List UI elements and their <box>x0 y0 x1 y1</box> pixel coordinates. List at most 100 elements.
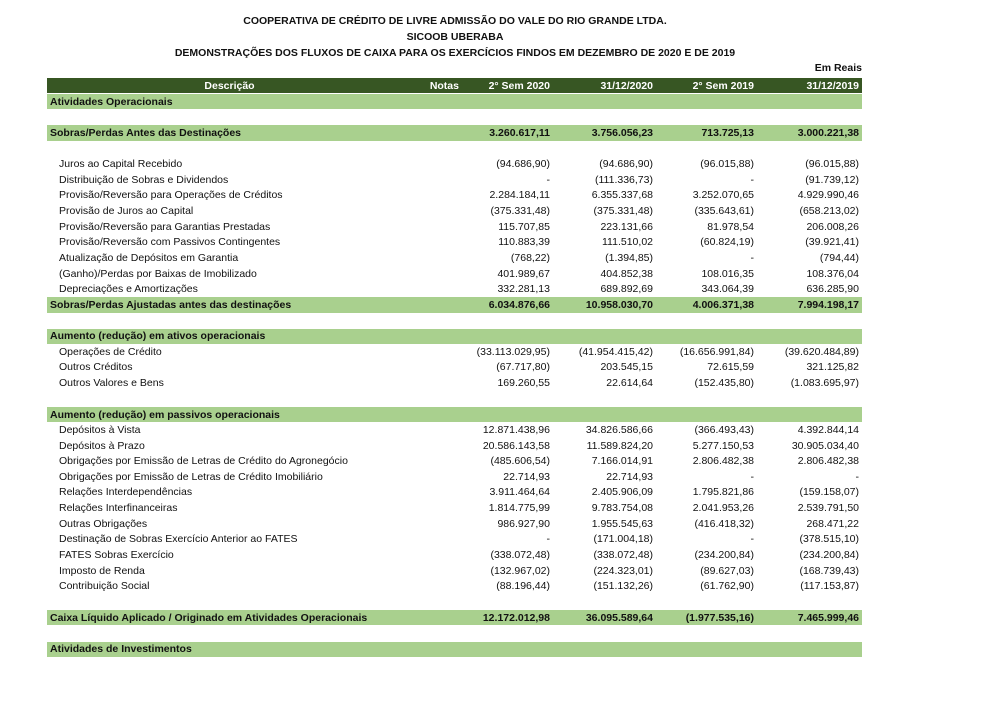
row-value: 11.589.824,20 <box>586 439 653 452</box>
row-value: (485.606,54) <box>490 455 550 468</box>
row-notes <box>412 327 462 344</box>
row-value: 206.008,26 <box>806 220 859 233</box>
row-notes <box>412 485 462 501</box>
row-value: 20.586.143,58 <box>482 439 550 452</box>
row-value <box>757 640 862 657</box>
table-row: Depósitos à Vista 12.871.438,96 34.826.586… <box>47 422 862 438</box>
row-value: (152.435,80) <box>694 376 754 389</box>
row-value <box>757 313 862 329</box>
row-value: 115.707,85 <box>498 220 550 233</box>
table-row: Obrigações por Emissão de Letras de Créd… <box>47 453 862 469</box>
table-row: Relações Interdependências 3.911.464,64 2.… <box>47 485 862 501</box>
row-label: (Ganho)/Perdas por Baixas de Imobilizado <box>59 267 257 280</box>
row-value <box>553 405 656 423</box>
row-value: 986.927,90 <box>497 517 550 530</box>
row-label: Destinação de Sobras Exercício Anterior … <box>59 533 298 546</box>
row-value: (375.331,48) <box>490 204 550 217</box>
row-value: (96.015,88) <box>700 158 754 171</box>
row-value: 7.465.999,46 <box>757 609 862 626</box>
row-notes <box>412 109 462 125</box>
row-value <box>462 327 553 344</box>
currency-unit: Em Reais <box>814 62 862 74</box>
row-notes <box>412 296 462 313</box>
row-label: Provisão/Reversão para Operações de Créd… <box>59 189 283 202</box>
row-value: (16.656.991,84) <box>679 345 754 358</box>
row-notes <box>412 532 462 548</box>
row-value: - <box>750 533 755 546</box>
row-label: Sobras/Perdas Ajustadas antes das destin… <box>47 296 412 313</box>
row-label: Outras Obrigações <box>59 517 148 530</box>
spacer-row <box>47 594 862 610</box>
row-value: - <box>750 470 755 483</box>
row-label: Provisão/Reversão para Garantias Prestad… <box>59 220 271 233</box>
row-notes <box>412 453 462 469</box>
spacer-row <box>47 313 862 329</box>
row-value <box>553 391 656 407</box>
row-value <box>757 93 862 110</box>
row-value <box>462 141 553 157</box>
row-value: (159.158,07) <box>799 486 859 499</box>
row-value: 2.806.482,38 <box>797 455 859 468</box>
row-value: - <box>750 173 755 186</box>
row-value: (94.686,90) <box>496 158 550 171</box>
row-value: (91.739,12) <box>805 173 859 186</box>
row-value: (96.015,88) <box>805 158 859 171</box>
row-label <box>47 594 412 610</box>
table-row: Depósitos à Prazo 20.586.143,58 11.589.824… <box>47 438 862 454</box>
row-notes <box>412 360 462 376</box>
row-label: Operações de Crédito <box>59 345 162 358</box>
row-notes <box>412 234 462 250</box>
row-value: (33.113.029,95) <box>476 345 550 358</box>
row-value: (117.153,87) <box>800 580 859 593</box>
row-value <box>553 327 656 344</box>
row-value <box>757 327 862 344</box>
col-2sem-2019: 2° Sem 2019 <box>656 78 757 94</box>
row-label: Provisão/Reversão com Passivos Contingen… <box>59 236 281 249</box>
row-value: 169.260,55 <box>497 376 550 389</box>
branch-name: SICOOB UBERABA <box>406 31 504 43</box>
row-label: Caixa Líquido Aplicado / Originado em At… <box>47 609 412 626</box>
section-row: Aumento (redução) em ativos operacionais <box>47 327 862 344</box>
row-label: Distribuição de Sobras e Dividendos <box>59 173 229 186</box>
row-label: Relações Interdependências <box>59 486 193 499</box>
row-value <box>656 405 757 423</box>
statement-title: DEMONSTRAÇÕES DOS FLUXOS DE CAIXA PARA O… <box>174 47 736 59</box>
row-value: 12.172.012,98 <box>462 609 553 626</box>
row-value <box>462 313 553 329</box>
total-row: Caixa Líquido Aplicado / Originado em At… <box>47 609 862 626</box>
table-row: Juros ao Capital Recebido (94.686,90) (94.… <box>47 156 862 172</box>
row-value: 332.281,13 <box>497 283 550 296</box>
row-value: 4.006.371,38 <box>656 296 757 313</box>
col-31-12-2019: 31/12/2019 <box>757 78 862 94</box>
row-value: (1.977.535,16) <box>656 609 757 626</box>
row-value: - <box>855 470 860 483</box>
row-value <box>757 625 862 641</box>
row-notes <box>412 375 462 391</box>
row-value: 72.615,59 <box>707 361 754 374</box>
row-value <box>656 313 757 329</box>
row-value <box>553 109 656 125</box>
row-value <box>462 391 553 407</box>
table-row: Outros Valores e Bens 169.260,55 22.614,64… <box>47 375 862 391</box>
row-value: 2.284.184,11 <box>489 189 550 202</box>
table-row: Outras Obrigações 986.927,90 1.955.545,63 (… <box>47 516 862 532</box>
row-value: 4.392.844,14 <box>797 423 859 436</box>
row-notes <box>412 625 462 641</box>
row-value <box>462 594 553 610</box>
row-value: 12.871.438,96 <box>482 423 550 436</box>
row-value: 6.034.876,66 <box>462 296 553 313</box>
section-row: Atividades Operacionais <box>47 93 862 110</box>
row-value: 7.166.014,91 <box>591 455 653 468</box>
row-value: 9.783.754,08 <box>591 502 653 515</box>
row-value <box>462 625 553 641</box>
row-value: (41.954.415,42) <box>578 345 653 358</box>
row-value: 2.806.482,38 <box>692 455 754 468</box>
row-value: (39.921,41) <box>805 236 859 249</box>
row-notes <box>412 141 462 157</box>
row-notes <box>412 469 462 485</box>
row-label: Atividades de Investimentos <box>47 640 412 657</box>
row-notes <box>412 563 462 579</box>
row-value <box>553 313 656 329</box>
total-row: Sobras/Perdas Antes das Destinações 3.260… <box>47 124 862 141</box>
row-value <box>553 93 656 110</box>
